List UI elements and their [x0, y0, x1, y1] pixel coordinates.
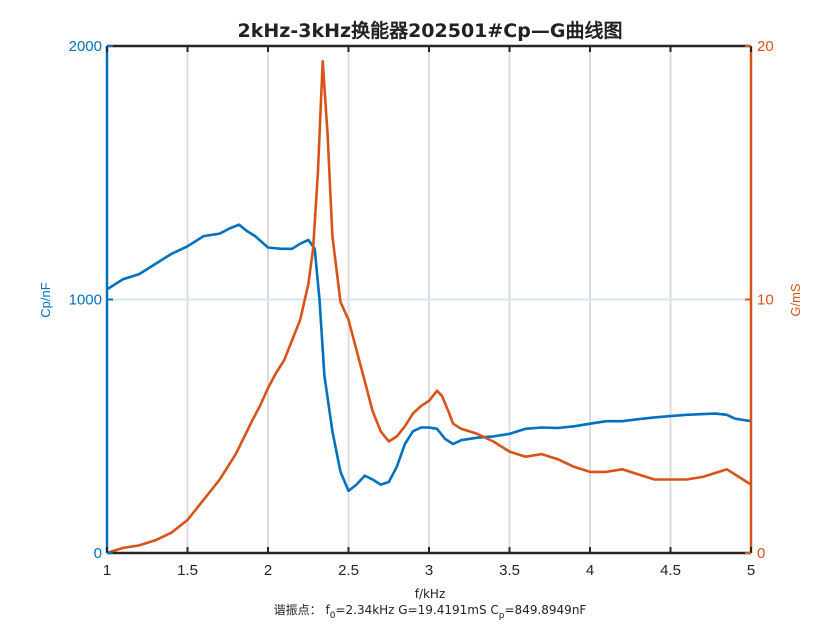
x-tick-label: 4.5 [660, 562, 681, 579]
y-left-tick-label: 0 [94, 545, 102, 562]
y-right-tick-label: 10 [757, 292, 774, 309]
x-tick-label: 4 [586, 562, 594, 579]
resonance-annotation: 谐振点： f0=2.34kHz G=19.4191mS Cp=849.8949n… [274, 603, 587, 621]
svg-text:谐振点： f0=2.34kHz G=19.4191mS: 谐振点： f0=2.34kHz G=19.4191mS Cp=849.8949n… [274, 603, 587, 621]
y-left-tick-label: 2000 [69, 38, 102, 55]
x-tick-label: 1.5 [177, 562, 198, 579]
x-tick-label: 2 [264, 562, 272, 579]
x-axis-label: f/kHz [415, 587, 446, 601]
x-tick-label: 5 [747, 562, 755, 579]
x-tick-label: 3.5 [499, 562, 520, 579]
y-axis-left-label: Cp/nF [38, 282, 53, 317]
series-g-line [106, 59, 752, 555]
series-cp-line [106, 223, 752, 493]
grid-lines [107, 46, 751, 553]
x-tick-label: 2.5 [338, 562, 359, 579]
y-right-tick-label: 20 [757, 38, 774, 55]
x-tick-label: 3 [425, 562, 433, 579]
y-left-tick-label: 1000 [69, 292, 102, 309]
x-tick-label: 1 [103, 562, 111, 579]
y-right-tick-label: 0 [757, 545, 765, 562]
y-axis-right-label: G/mS [788, 283, 803, 317]
data-series [106, 59, 752, 555]
chart-title: 2kHz-3kHz换能器202501#Cp—G曲线图 [238, 19, 623, 42]
